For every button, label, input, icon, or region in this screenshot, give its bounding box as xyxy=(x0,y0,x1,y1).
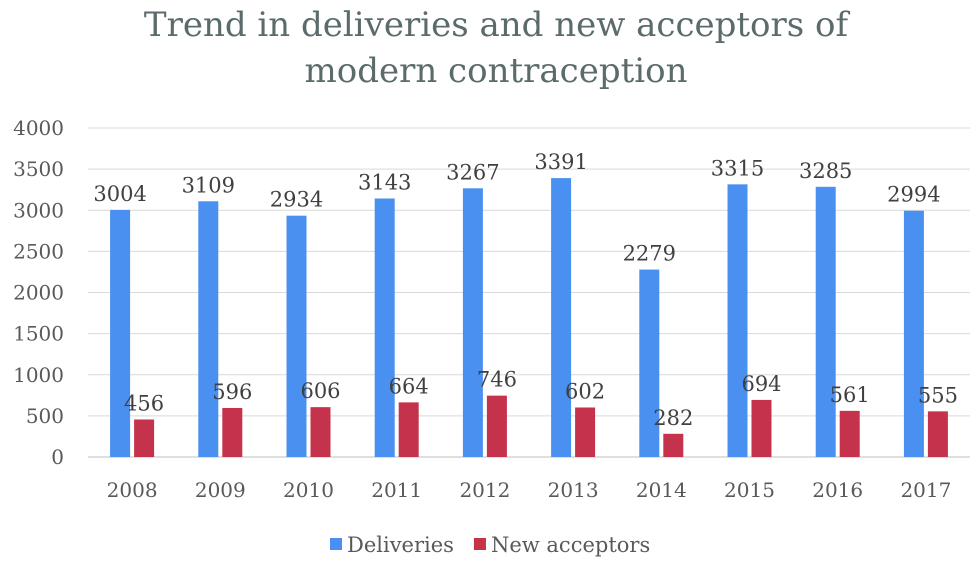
data-label: 3315 xyxy=(711,156,764,180)
x-tick-label: 2012 xyxy=(459,478,510,502)
x-tick-label: 2008 xyxy=(107,478,158,502)
bar-deliveries xyxy=(903,210,924,457)
y-tick-label: 4000 xyxy=(13,116,64,140)
x-tick-label: 2009 xyxy=(195,478,246,502)
data-label: 3285 xyxy=(799,159,852,183)
x-tick-label: 2017 xyxy=(900,478,951,502)
legend-label: Deliveries xyxy=(347,533,454,557)
data-label: 3143 xyxy=(358,170,411,194)
x-tick-label: 2013 xyxy=(548,478,599,502)
y-tick-label: 3500 xyxy=(13,157,64,181)
bar-new-acceptors xyxy=(398,402,419,457)
bar-deliveries xyxy=(815,186,836,457)
legend-swatch xyxy=(473,538,486,550)
data-label: 3391 xyxy=(534,150,587,174)
x-tick-label: 2015 xyxy=(724,478,775,502)
y-tick-label: 0 xyxy=(51,445,64,469)
bar-new-acceptors xyxy=(310,407,331,457)
data-label: 606 xyxy=(300,379,340,403)
legend-swatch xyxy=(330,538,342,550)
data-label: 282 xyxy=(653,406,693,430)
bar-deliveries xyxy=(286,215,307,457)
data-label: 3004 xyxy=(93,182,146,206)
x-tick-label: 2011 xyxy=(371,478,422,502)
data-label: 456 xyxy=(124,391,164,415)
data-label: 664 xyxy=(389,374,429,398)
y-tick-label: 1500 xyxy=(13,322,64,346)
bar-new-acceptors xyxy=(222,407,243,457)
y-tick-label: 3000 xyxy=(13,198,64,222)
y-tick-label: 2000 xyxy=(13,281,64,305)
data-label: 602 xyxy=(565,379,605,403)
bar-new-acceptors xyxy=(927,411,948,457)
bar-deliveries xyxy=(551,178,572,457)
chart-title-line-2: modern contraception xyxy=(305,51,688,91)
data-label: 3267 xyxy=(446,160,499,184)
data-label: 561 xyxy=(830,383,870,407)
bar-new-acceptors xyxy=(575,407,596,457)
bar-deliveries xyxy=(198,201,219,457)
bar-deliveries xyxy=(374,198,395,457)
bar-deliveries xyxy=(727,184,748,457)
x-tick-label: 2010 xyxy=(283,478,334,502)
bar-new-acceptors xyxy=(751,399,772,457)
data-label: 596 xyxy=(212,380,252,404)
bar-deliveries xyxy=(639,269,660,457)
x-tick-label: 2014 xyxy=(636,478,687,502)
bar-new-acceptors xyxy=(486,395,507,457)
data-label: 3109 xyxy=(182,173,235,197)
x-tick-label: 2016 xyxy=(812,478,863,502)
y-tick-label: 2500 xyxy=(13,239,64,263)
bar-new-acceptors xyxy=(663,433,684,457)
bar-deliveries xyxy=(462,188,483,457)
y-tick-label: 500 xyxy=(26,404,64,428)
data-label: 2279 xyxy=(623,242,676,266)
data-label: 2994 xyxy=(887,183,940,207)
bar-new-acceptors xyxy=(839,410,860,457)
bar-new-acceptors xyxy=(134,419,155,457)
data-label: 694 xyxy=(741,372,781,396)
bar-deliveries xyxy=(110,209,131,457)
data-label: 746 xyxy=(477,368,517,392)
y-tick-label: 1000 xyxy=(13,363,64,387)
data-label: 555 xyxy=(918,383,958,407)
data-label: 2934 xyxy=(270,188,323,212)
chart-title-line-1: Trend in deliveries and new acceptors of xyxy=(144,5,851,45)
legend-label: New acceptors xyxy=(491,533,650,557)
